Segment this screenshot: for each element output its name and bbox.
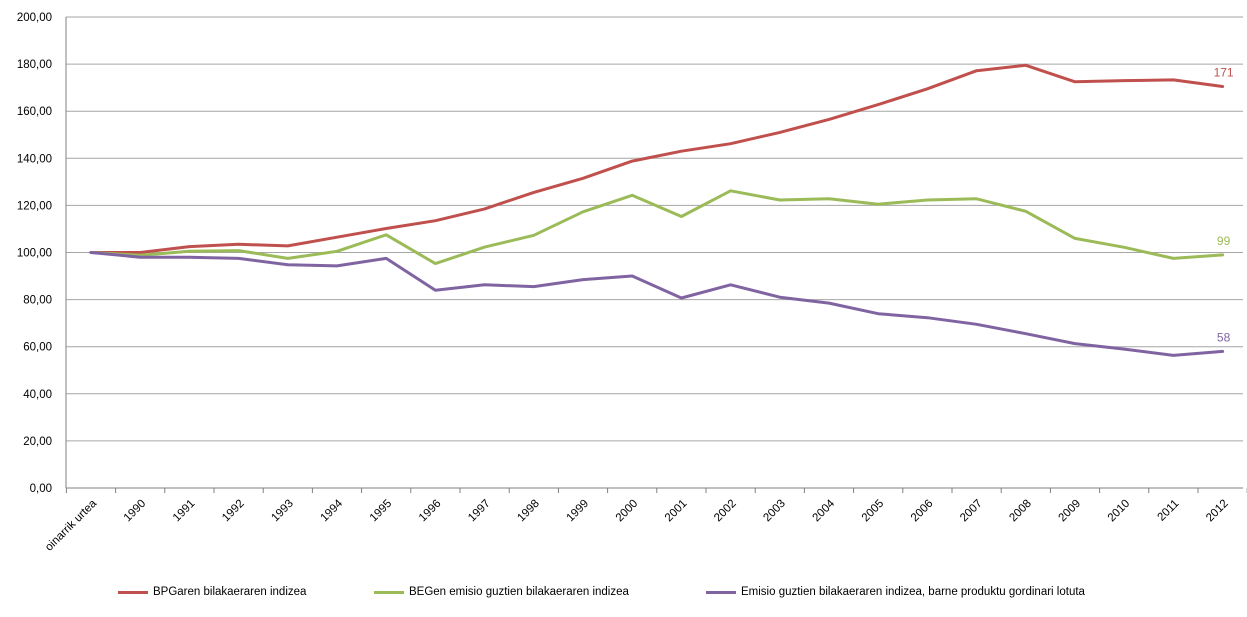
x-tick-label: 1998: [515, 498, 542, 525]
y-tick-label: 120,00: [17, 200, 52, 212]
y-tick-label: 60,00: [23, 342, 52, 354]
x-tick-label: 2000: [614, 498, 641, 525]
y-tick-label: 0,00: [30, 483, 52, 495]
x-tick-label: 2012: [1204, 498, 1231, 525]
legend-item-gdp: BPGaren bilakaeraren indizea: [118, 582, 306, 602]
y-tick-label: 180,00: [17, 59, 52, 71]
series-line-2: [89, 189, 1225, 266]
legend-item-intensity: Emisio guztien bilakaeraren indizea, bar…: [706, 582, 1085, 602]
series-line-3: [89, 251, 1225, 357]
x-tick-label: 1993: [269, 498, 296, 525]
y-tick-label: 40,00: [23, 389, 52, 401]
x-tick-label: 1992: [220, 498, 247, 525]
x-tick-label: 2006: [909, 498, 936, 525]
x-tick-label: 1991: [171, 498, 198, 525]
x-tick-label: 2007: [958, 498, 985, 525]
data-label: 58: [1217, 330, 1231, 344]
x-tick-label: 2011: [1156, 498, 1182, 524]
x-tick-label: 2009: [1057, 498, 1084, 525]
y-tick-label: 160,00: [17, 106, 52, 118]
y-tick-label: 200,00: [17, 12, 52, 24]
x-tick-label: 2001: [663, 498, 690, 525]
legend-swatch-gdp: [118, 590, 148, 594]
x-tick-label: 2004: [811, 497, 838, 524]
x-tick-label: 2008: [1007, 498, 1034, 525]
data-label: 99: [1217, 234, 1231, 248]
x-tick-label: 1999: [565, 498, 592, 525]
legend-swatch-intensity: [706, 590, 736, 594]
x-tick-label: 2010: [1106, 498, 1133, 525]
x-tick-label: 1990: [122, 498, 149, 525]
x-tick-label: oinarrik urtea: [43, 497, 99, 553]
x-tick-label: 1997: [466, 498, 493, 525]
y-tick-label: 140,00: [17, 153, 52, 165]
x-tick-label: 2005: [860, 498, 887, 525]
legend-label-intensity: Emisio guztien bilakaeraren indizea, bar…: [741, 586, 1085, 598]
x-tick-label: 1995: [368, 498, 395, 525]
legend-label-gdp: BPGaren bilakaeraren indizea: [153, 586, 307, 598]
y-tick-label: 100,00: [17, 248, 52, 260]
x-tick-label: 1996: [417, 498, 444, 525]
y-tick-label: 80,00: [23, 295, 52, 307]
y-tick-label: 20,00: [23, 436, 52, 448]
x-tick-label: 2003: [761, 498, 788, 525]
data-label: 171: [1214, 65, 1234, 79]
series-line-1: [89, 63, 1225, 254]
x-tick-label: 1994: [319, 497, 346, 524]
x-tick-label: 2002: [712, 498, 739, 525]
chart-legend: BPGaren bilakaeraren indizea BEGen emisi…: [0, 582, 1247, 602]
legend-label-emissions: BEGen emisio guztien bilakaeraren indize…: [409, 586, 629, 598]
legend-item-emissions: BEGen emisio guztien bilakaeraren indize…: [374, 582, 629, 602]
legend-swatch-emissions: [374, 590, 404, 594]
